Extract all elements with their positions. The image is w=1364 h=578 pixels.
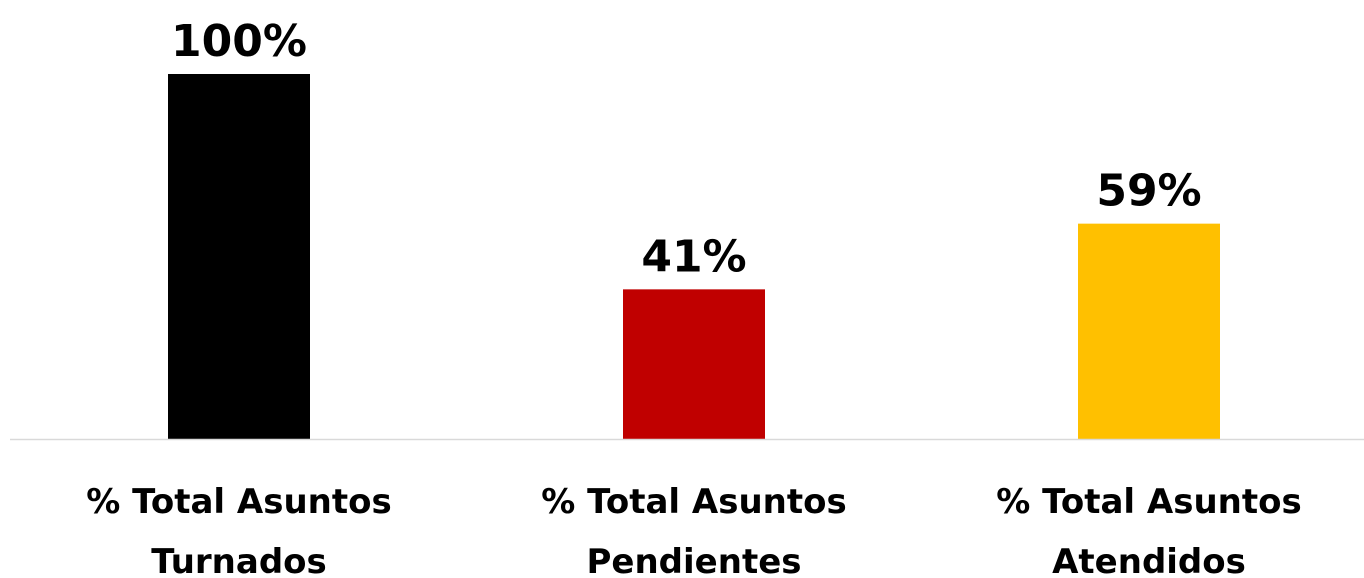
category-label-3-line-2: Atendidos [1052, 542, 1246, 578]
value-labels-group: 100% 41% 59% [171, 16, 1202, 282]
category-label-1-line-2: Turnados [151, 542, 327, 578]
bar-1 [168, 74, 310, 439]
bar-2 [623, 289, 765, 439]
category-label-2-line-2: Pendientes [587, 542, 802, 578]
bar-3 [1078, 223, 1220, 439]
data-label-1: 100% [171, 16, 307, 67]
category-label-3-line-1: % Total Asuntos [996, 482, 1301, 522]
data-label-2: 41% [641, 231, 746, 282]
bars-group [168, 74, 1220, 439]
data-label-3: 59% [1096, 166, 1201, 217]
category-label-2-line-1: % Total Asuntos [541, 482, 846, 522]
category-labels-group: % Total Asuntos Turnados % Total Asuntos Pe… [86, 482, 1301, 578]
category-label-1-line-1: % Total Asuntos [86, 482, 391, 522]
